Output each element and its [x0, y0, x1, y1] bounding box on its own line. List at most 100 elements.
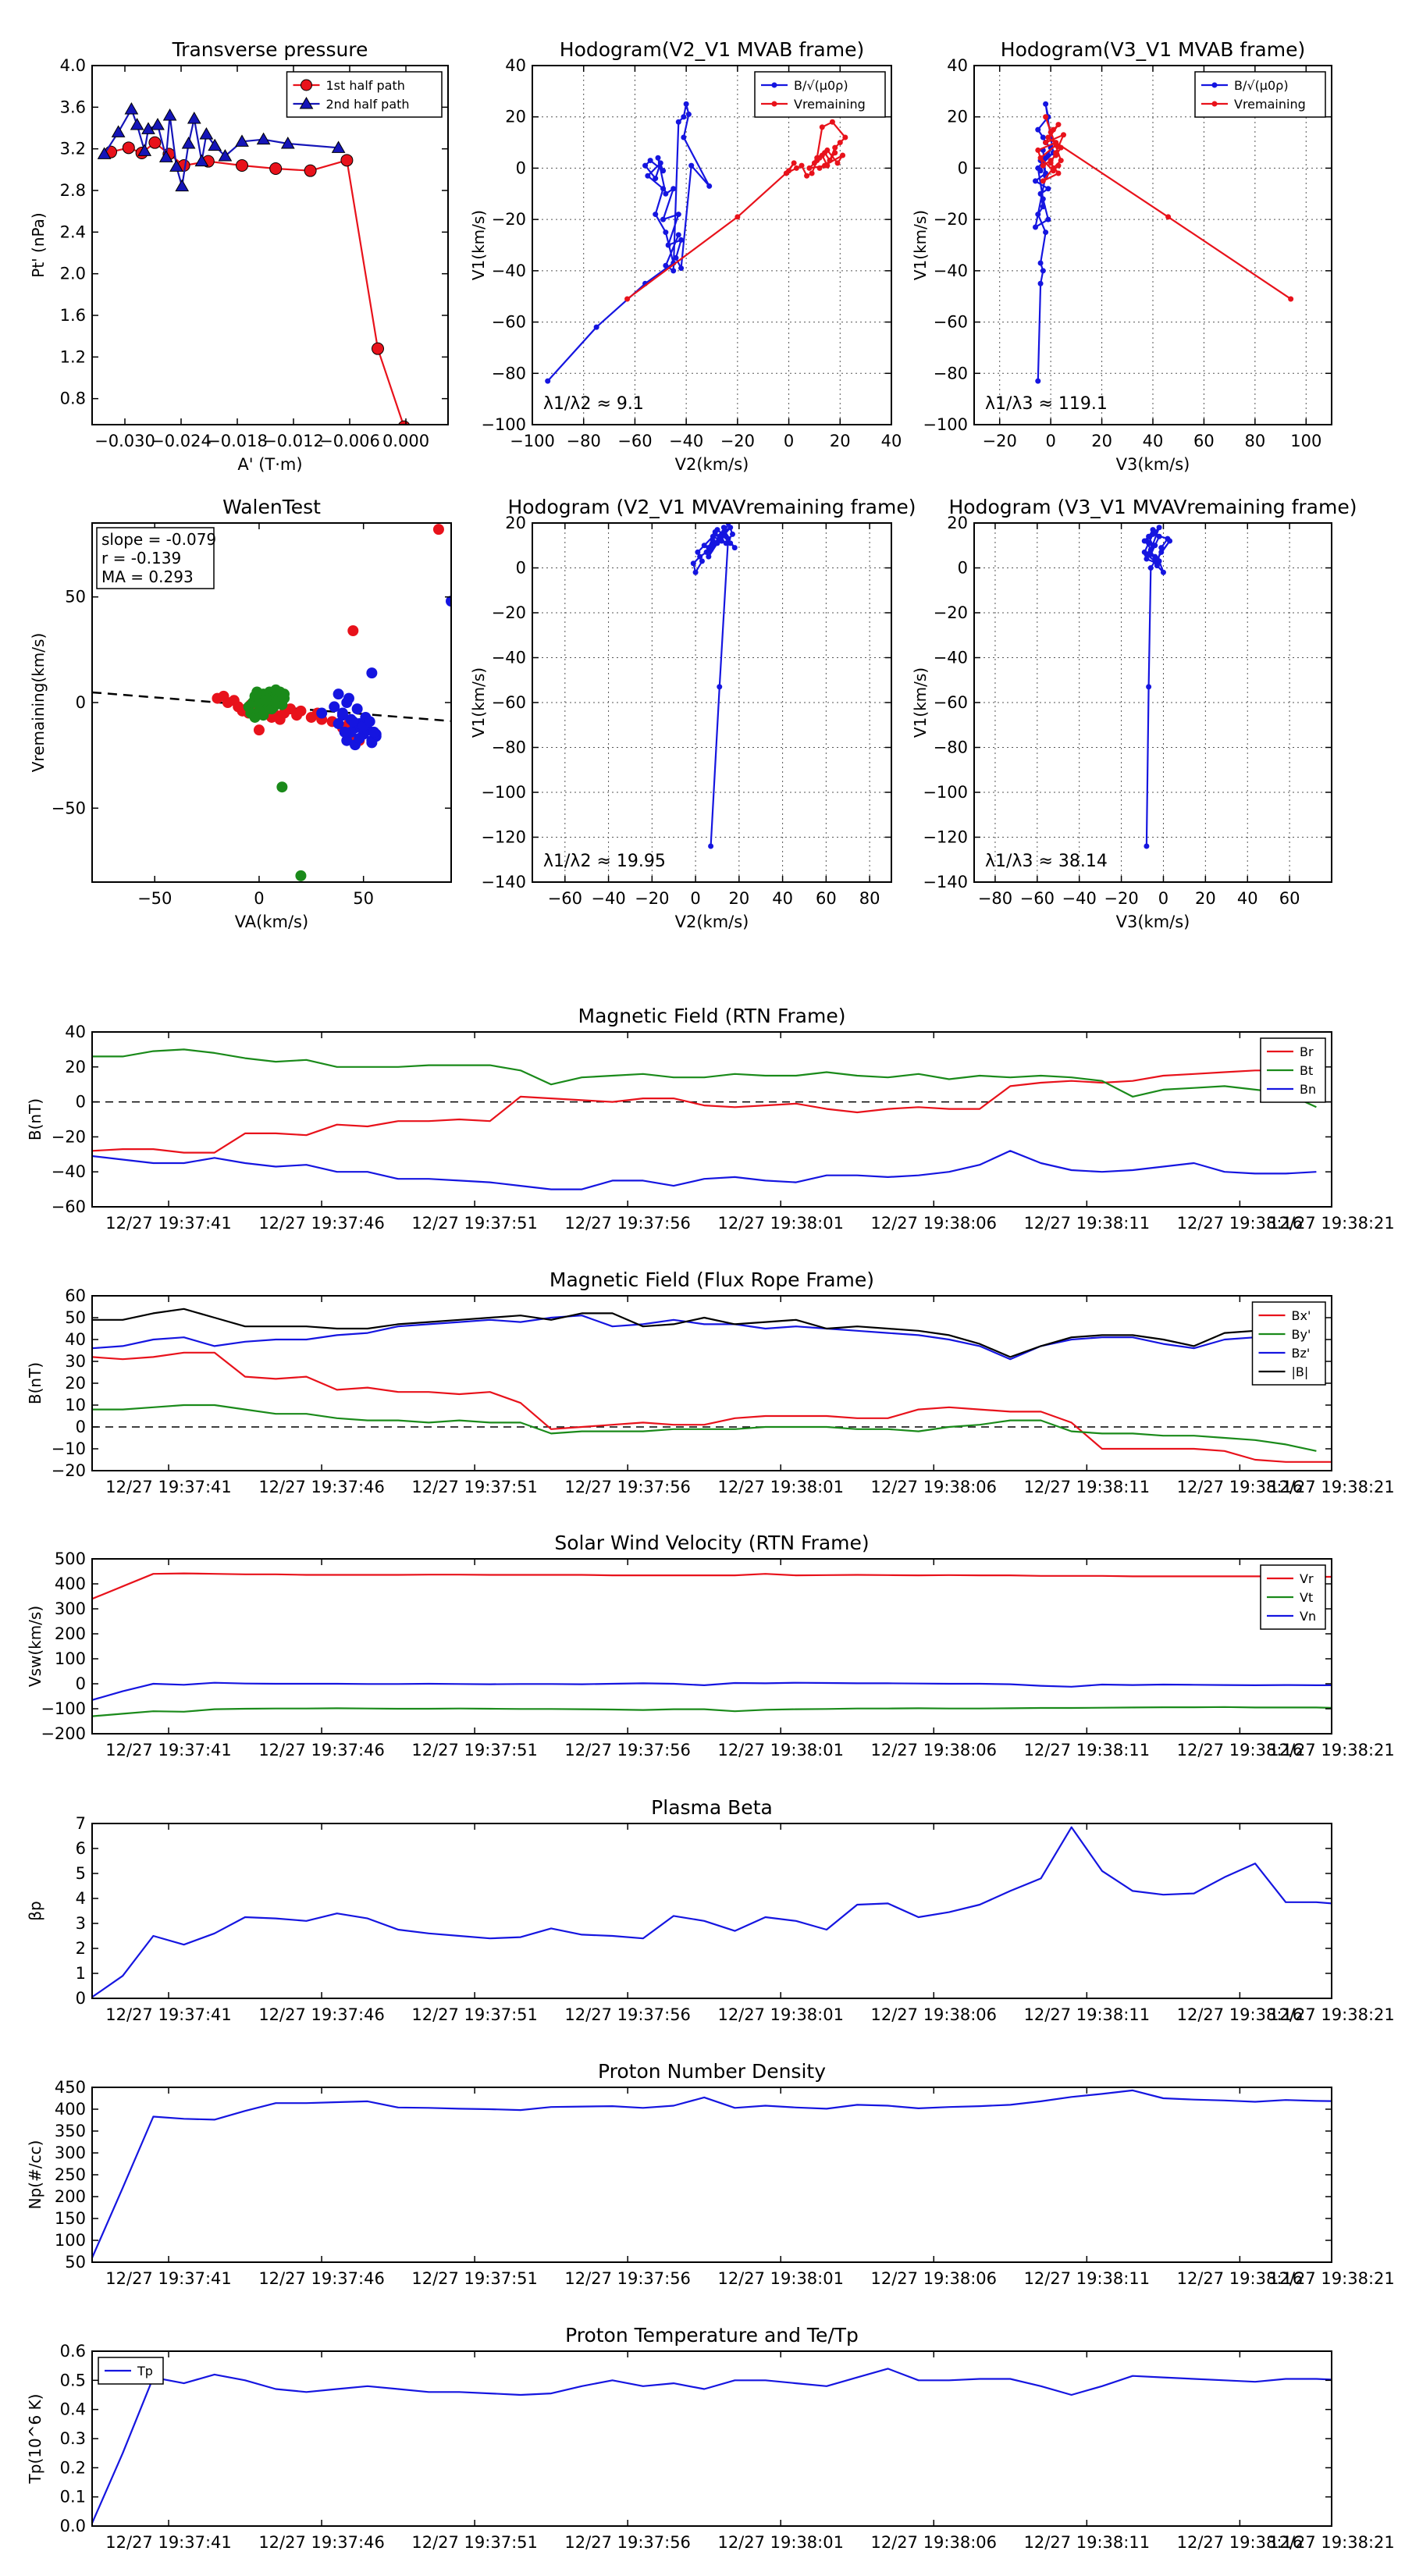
- data-point: [675, 119, 681, 125]
- series-blue: [316, 596, 451, 751]
- data-point: [816, 165, 823, 171]
- y-tick-label: 150: [55, 2209, 86, 2228]
- data-point: [697, 553, 703, 560]
- x-tick-label: 40: [772, 889, 793, 908]
- x-tick-label: 12/27 19:37:46: [258, 2533, 385, 2552]
- data-point: [842, 134, 848, 141]
- data-point: [1043, 101, 1049, 107]
- data-point: [235, 134, 249, 147]
- data-point: [1146, 533, 1152, 539]
- series-B: [1141, 525, 1173, 849]
- data-point: [670, 268, 677, 274]
- x-tick-label: 12/27 19:38:16: [1177, 2533, 1304, 2552]
- x-tick-label: 12/27 19:38:01: [717, 2005, 844, 2024]
- y-tick-label: 200: [55, 2187, 86, 2206]
- x-tick-label: −0.018: [207, 432, 268, 450]
- data-point: [1035, 126, 1041, 133]
- data-point: [708, 843, 714, 849]
- data-point: [304, 164, 317, 177]
- data-point: [1037, 260, 1044, 266]
- plot-area: [92, 1826, 1332, 1998]
- data-point: [663, 262, 669, 269]
- data-point: [660, 168, 667, 174]
- x-tick-label: 12/27 19:38:11: [1024, 2533, 1151, 2552]
- y-tick-label: 40: [947, 56, 968, 75]
- data-point: [717, 684, 723, 690]
- x-axis-label: V3(km/s): [1116, 913, 1190, 931]
- series-Tp: [92, 2368, 1332, 2524]
- x-tick-label: 40: [881, 432, 902, 450]
- y-tick-label: 500: [55, 1550, 86, 1568]
- series-line: [92, 1681, 1332, 1701]
- x-tick-label: 20: [830, 432, 851, 450]
- data-point: [351, 703, 363, 715]
- data-point: [1053, 142, 1059, 148]
- data-point: [832, 150, 838, 156]
- data-point: [366, 737, 378, 749]
- y-tick-label: 0: [76, 1093, 86, 1112]
- y-tick-label: −140: [481, 873, 526, 891]
- data-point: [331, 141, 346, 153]
- x-tick-label: −40: [669, 432, 703, 450]
- y-axis-label: Vremaining(km/s): [29, 633, 48, 773]
- x-tick-label: 12/27 19:38:01: [717, 1741, 844, 1759]
- data-point: [653, 176, 659, 182]
- x-tick-label: 12/27 19:37:41: [105, 1741, 232, 1759]
- series-line: [92, 1826, 1332, 1998]
- plot-area: [92, 1308, 1332, 1463]
- data-point: [1158, 549, 1165, 555]
- plot-frame: [91, 1295, 1332, 1471]
- x-tick-label: 20: [1091, 432, 1112, 450]
- data-point: [834, 160, 841, 166]
- x-tick-label: 12/27 19:37:51: [411, 1478, 538, 1496]
- x-tick-label: 12/27 19:38:11: [1024, 1741, 1151, 1759]
- data-point: [593, 324, 599, 330]
- data-point: [645, 173, 651, 179]
- x-tick-label: 0: [784, 432, 794, 450]
- data-point: [1045, 216, 1051, 222]
- data-point: [261, 695, 273, 706]
- y-tick-label: 20: [65, 1058, 86, 1076]
- plot-area: [545, 101, 848, 384]
- plot-frame: [91, 65, 449, 425]
- data-point: [799, 162, 805, 169]
- y-tick-label: 0.5: [60, 2371, 86, 2389]
- data-point: [111, 125, 126, 137]
- x-tick-label: 12/27 19:37:46: [258, 1214, 385, 1233]
- y-axis-label: V1(km/s): [911, 210, 930, 280]
- data-point: [642, 162, 649, 169]
- legend-label: Vremaining: [1234, 97, 1306, 112]
- chart-title: Hodogram (V2_V1 MVAVremaining frame): [508, 496, 916, 518]
- data-point: [729, 531, 735, 537]
- x-tick-label: −50: [137, 889, 172, 908]
- y-tick-label: 0: [76, 693, 86, 712]
- data-point: [1055, 170, 1062, 176]
- data-point: [681, 114, 687, 120]
- chart-title: Hodogram(V3_V1 MVAB frame): [1001, 38, 1305, 61]
- y-tick-label: 3.6: [60, 98, 86, 116]
- x-tick-label: 12/27 19:37:41: [105, 1478, 232, 1496]
- data-point: [372, 342, 384, 355]
- x-tick-label: 12/27 19:38:21: [1268, 1741, 1395, 1759]
- legend-label: Bt: [1300, 1063, 1313, 1078]
- chart-title: Transverse pressure: [172, 38, 368, 61]
- data-point: [1165, 214, 1172, 220]
- data-point: [710, 538, 716, 544]
- data-point: [343, 692, 354, 704]
- data-point: [791, 160, 797, 166]
- plot-frame: [91, 2087, 1332, 2263]
- x-tick-label: 12/27 19:38:11: [1024, 2005, 1151, 2024]
- y-tick-label: −80: [934, 364, 968, 382]
- y-tick-label: −100: [481, 783, 526, 802]
- series-Vr: [92, 1572, 1332, 1600]
- y-tick-label: 3: [76, 1914, 86, 1933]
- chart-title: Hodogram(V2_V1 MVAB frame): [560, 38, 864, 61]
- y-tick-label: 7: [76, 1814, 86, 1833]
- data-point: [712, 531, 718, 537]
- y-tick-label: 2.8: [60, 181, 86, 200]
- legend-label: Vt: [1300, 1590, 1313, 1605]
- legend-marker: [1211, 101, 1218, 107]
- x-tick-label: −20: [635, 889, 669, 908]
- data-point: [446, 596, 451, 607]
- y-tick-label: 30: [65, 1352, 86, 1371]
